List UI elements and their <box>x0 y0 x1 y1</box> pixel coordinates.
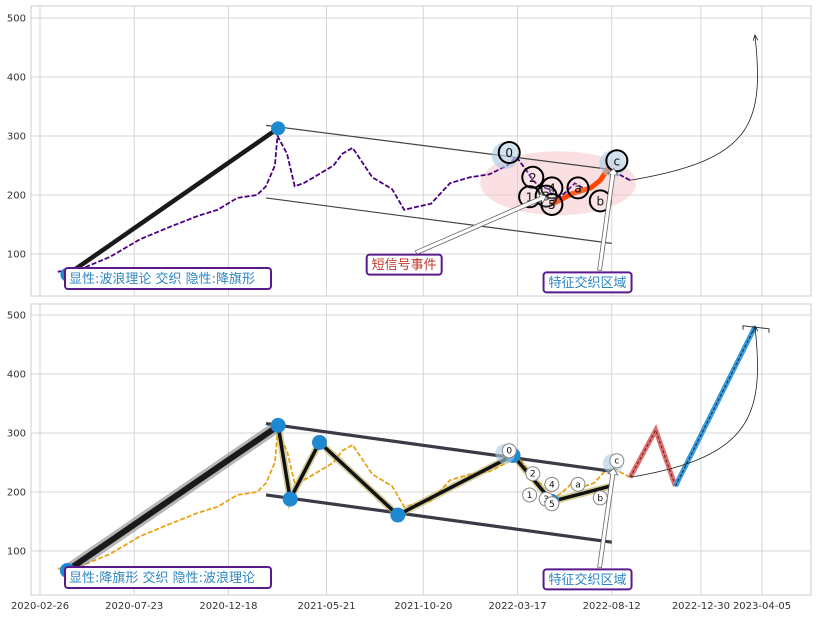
wave-label-text: b <box>597 494 603 504</box>
pivot-point <box>390 507 406 523</box>
wave-label-circle <box>540 192 564 216</box>
y-tick-label: 100 <box>7 547 26 558</box>
wave-label-circle <box>501 443 517 459</box>
x-tick-label: 2022-03-17 <box>488 601 546 612</box>
y-tick-label: 300 <box>7 429 26 440</box>
annotation-box <box>542 271 633 294</box>
projection-red-line <box>629 428 676 487</box>
x-tick-label: 2020-12-18 <box>199 601 257 612</box>
top-panel: 100200300400500021435abc短信号事件特征交织区域显性:波浪… <box>7 5 812 297</box>
extension-arrow <box>630 36 757 181</box>
annotation-box <box>542 568 633 591</box>
y-tick-label: 400 <box>7 73 26 84</box>
wave-label-circle <box>570 476 586 492</box>
wave-label-text: 0 <box>505 146 513 160</box>
wave-label-text: a <box>575 480 581 490</box>
wave-label-circle <box>497 141 521 165</box>
y-tick-label: 100 <box>7 250 26 261</box>
wave-label-text: 2 <box>529 171 537 185</box>
channel-upper-line <box>265 124 612 171</box>
pattern-label-box <box>64 267 272 290</box>
y-tick-label: 200 <box>7 488 26 499</box>
price-series-line <box>57 429 631 570</box>
x-tick-label: 2021-05-21 <box>297 601 355 612</box>
pivot-point <box>282 491 298 507</box>
annotation-arrow <box>597 167 619 272</box>
x-tick-label: 2021-10-20 <box>394 601 452 612</box>
annotation-label: 短信号事件 <box>372 258 437 273</box>
wave-label-circle <box>544 476 560 492</box>
wave-label-circle <box>522 487 538 503</box>
wave-label-text: 5 <box>548 198 556 212</box>
bottom-frame <box>30 303 812 596</box>
price-series-line <box>57 132 631 273</box>
y-tick-label: 400 <box>7 370 26 381</box>
bottom-plot-area: 021435abc <box>57 325 770 578</box>
wave-label-text: 2 <box>530 470 536 480</box>
extension-arrow <box>630 327 757 478</box>
x-tick-label: 2022-08-12 <box>583 601 641 612</box>
y-tick-label: 300 <box>7 132 26 143</box>
annotation-label: 特征交织区域 <box>549 275 627 291</box>
pivot-point <box>270 417 286 433</box>
annotation-label: 特征交织区域 <box>549 572 627 588</box>
channel-lower-line <box>265 493 612 544</box>
flag-pole-line <box>65 423 280 573</box>
wave-label-text: 4 <box>549 480 555 490</box>
y-tick-label: 200 <box>7 191 26 202</box>
wave-label-text: b <box>596 194 604 208</box>
wave-label-text: c <box>614 457 619 467</box>
x-tick-label: 2020-02-26 <box>11 601 69 612</box>
y-tick-label: 500 <box>7 311 26 322</box>
wave-label-circle <box>521 165 545 189</box>
wave-label-circle <box>609 453 625 469</box>
y-tick-label: 500 <box>7 14 26 25</box>
wave-label-text: 0 <box>506 447 512 457</box>
wave-label-text: c <box>614 154 621 168</box>
x-tick-label: 2022-12-30 <box>672 601 730 612</box>
pivot-point <box>312 434 328 450</box>
wave-label-text: a <box>574 181 581 195</box>
wave-path-line <box>550 165 612 207</box>
wave-label-text: 1 <box>526 190 534 204</box>
wave-label-text: 5 <box>549 500 555 510</box>
bottom-panel: 100 200 300 400 500 2020-02-26 2020-07-23 2020-… <box>7 303 812 612</box>
x-tick-label: 2023-04-05 <box>733 601 791 612</box>
wave-label-circle <box>525 466 541 482</box>
annotation-box <box>365 253 443 276</box>
top-frame <box>30 5 812 297</box>
x-tick-label: 2020-07-23 <box>105 601 163 612</box>
pattern-label: 显性:波浪理论 交织 隐性:降旗形 <box>69 271 255 287</box>
pivot-point <box>271 121 286 136</box>
trend-line <box>66 126 280 277</box>
wave-label-circle <box>566 176 590 200</box>
annotation-arrow <box>597 467 619 569</box>
wave-label-circle <box>544 496 560 512</box>
pattern-label: 显性:降旗形 交织 隐性:波浪理论 <box>69 570 255 586</box>
annotation-arrow <box>414 193 547 256</box>
channel-upper-line <box>265 421 612 473</box>
pattern-label-box <box>64 566 272 589</box>
wave-label-circle <box>605 149 629 173</box>
channel-lower-line <box>265 197 612 244</box>
projection-blue-band <box>673 325 758 488</box>
wave-label-text: 1 <box>527 491 533 501</box>
